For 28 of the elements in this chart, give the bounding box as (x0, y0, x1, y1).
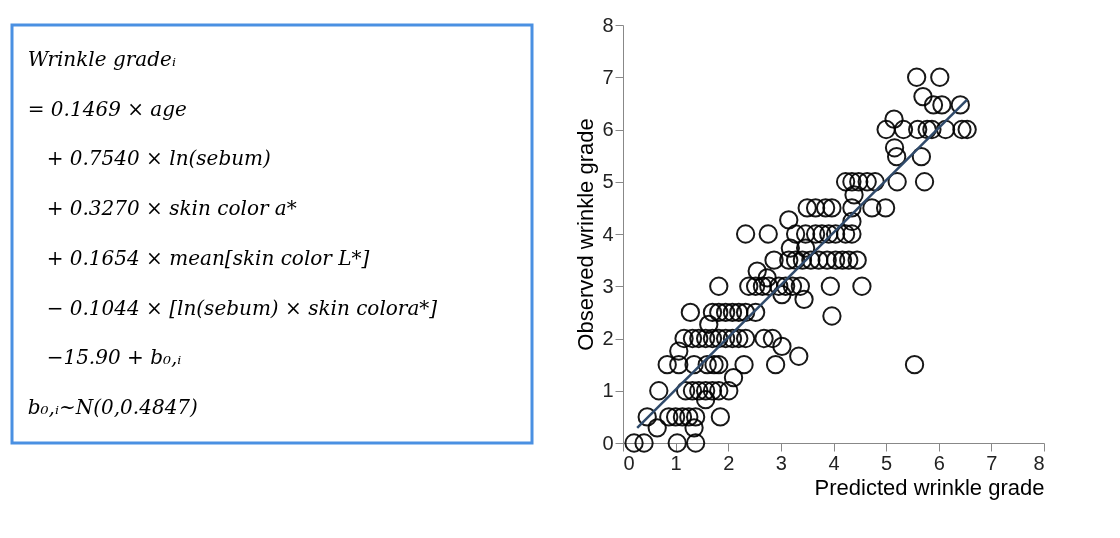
x-axis-title: Predicted wrinkle grade (814, 474, 1045, 500)
y-tick-label: 3 (602, 274, 614, 297)
y-tick-label: 0 (602, 431, 614, 454)
y-tick-label: 5 (602, 170, 614, 193)
y-axis-title: Observed wrinkle grade (573, 118, 599, 351)
x-tick-label: 1 (670, 451, 682, 474)
x-tick-label: 7 (986, 451, 998, 474)
x-tick-label: 8 (1033, 451, 1045, 474)
x-tick-label: 2 (723, 451, 735, 474)
x-tick-label: 5 (881, 451, 893, 474)
text: = 0.1469 × age (27, 96, 187, 121)
text: + 0.3270 × skin color a* (46, 196, 297, 221)
y-tick-label: 1 (602, 379, 614, 402)
x-tick-label: 3 (775, 451, 787, 474)
text: − 0.1044 × [ln(sebum) × skin colora*] (46, 295, 438, 320)
y-tick-label: 7 (602, 65, 614, 88)
y-tick-label: 2 (602, 327, 614, 349)
text: + 0.1654 × mean[skin color L*] (46, 245, 370, 270)
text: Wrinkle gradeᵢ (27, 46, 176, 71)
text: −15.90 + b₀,ᵢ (46, 345, 182, 370)
y-tick-label: 6 (602, 118, 614, 140)
x-tick-label: 4 (828, 451, 840, 474)
text: + 0.7540 × ln(sebum) (46, 146, 271, 171)
x-tick-label: 6 (933, 451, 945, 474)
x-tick-label: 0 (623, 451, 635, 474)
y-tick-label: 4 (602, 222, 614, 245)
y-tick-label: 8 (602, 13, 614, 36)
text: b₀,ᵢ~N(0,0.4847) (27, 395, 198, 420)
